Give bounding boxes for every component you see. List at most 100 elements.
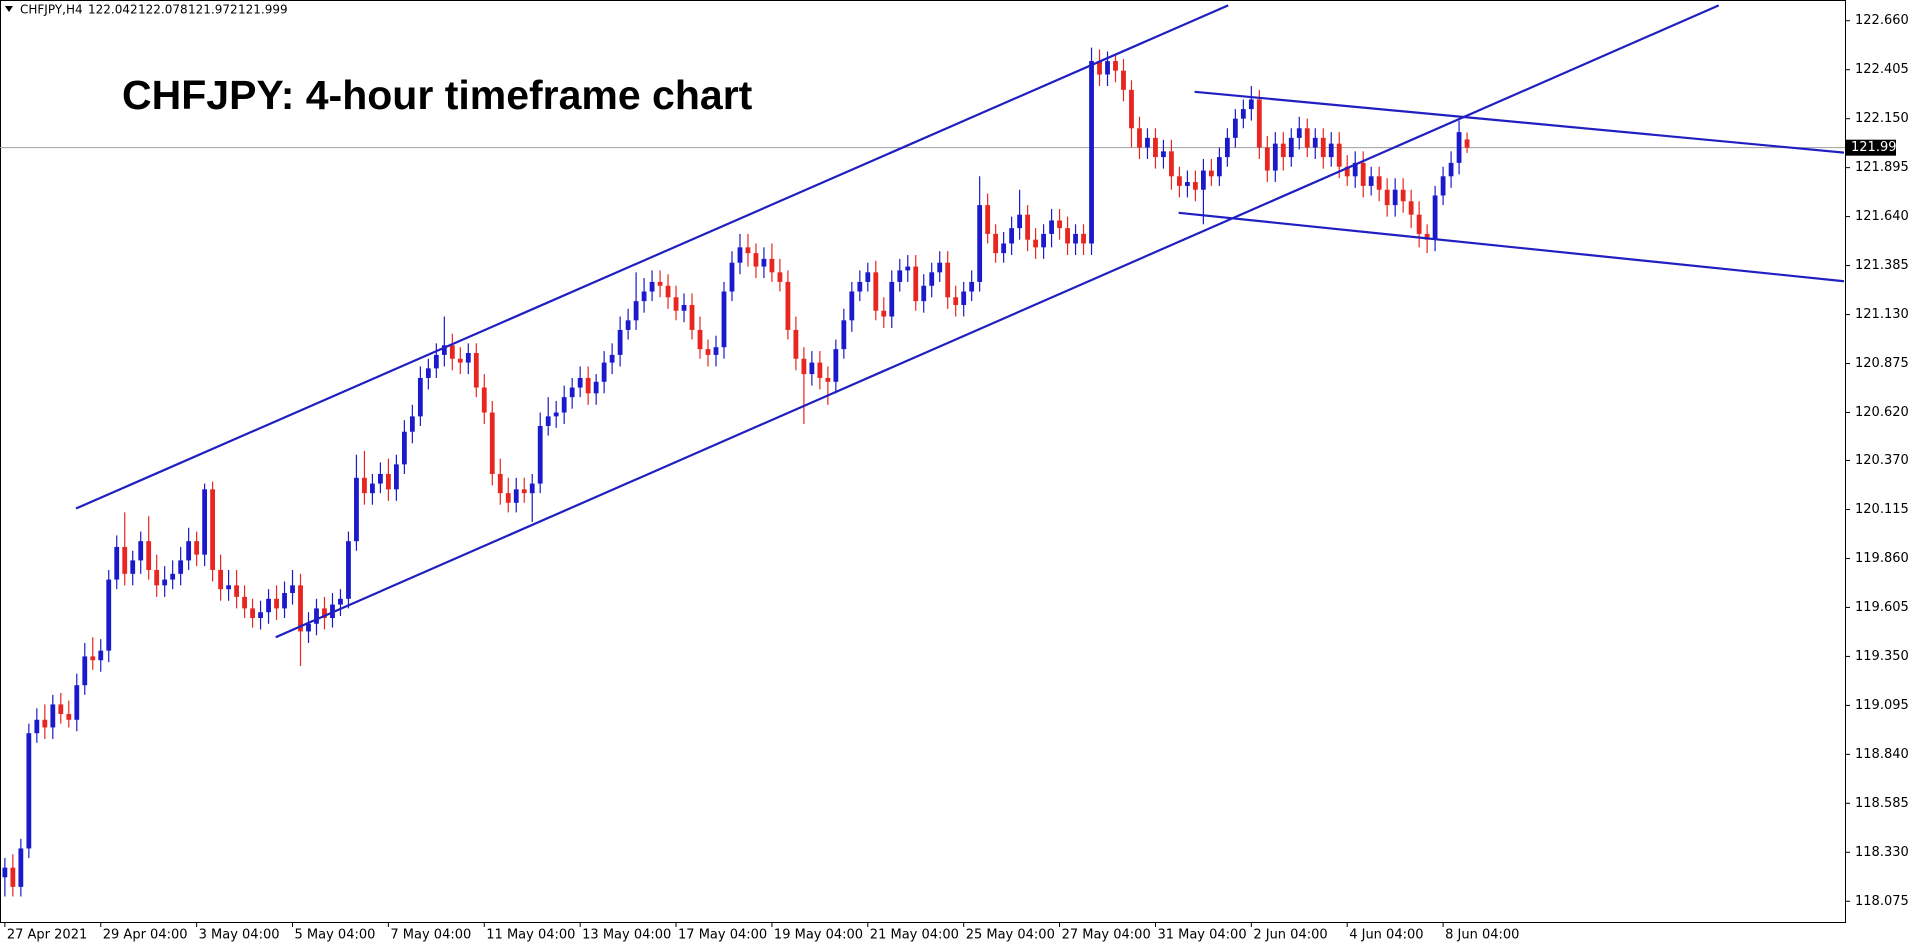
candle-body — [274, 598, 279, 609]
trendline — [1194, 90, 1844, 154]
candle-body — [897, 270, 903, 282]
y-tick-label: 122.660 — [1855, 13, 1909, 28]
candle-body — [745, 247, 751, 254]
candle-body — [1320, 137, 1326, 158]
candle-body — [921, 285, 927, 302]
candle-body — [673, 297, 679, 311]
candle-body — [66, 714, 72, 720]
x-tick-label: 31 May 04:00 — [1157, 928, 1246, 943]
candle-body — [1456, 132, 1462, 163]
chart-title: CHFJPY: 4-hour timeframe chart — [122, 72, 753, 118]
candle-body — [18, 848, 24, 887]
candle-body — [801, 358, 807, 375]
y-tick-label: 121.895 — [1855, 160, 1909, 175]
candle-body — [298, 585, 303, 632]
candle-body — [633, 301, 639, 321]
candle-body — [266, 598, 271, 613]
candle-body — [34, 719, 40, 734]
y-tick-label: 119.095 — [1855, 698, 1909, 713]
candle-body — [993, 233, 999, 254]
candle-body — [1448, 162, 1454, 177]
price-label-bg — [1846, 139, 1896, 156]
candle-body — [242, 596, 247, 609]
candle-body — [1224, 137, 1230, 158]
x-tick-label: 17 May 04:00 — [678, 928, 767, 943]
candle-body — [386, 473, 391, 490]
candle-body — [473, 352, 479, 388]
candle-body — [1041, 233, 1046, 248]
candle-body — [1129, 89, 1134, 129]
candle-body — [529, 483, 535, 494]
candle-body — [489, 412, 495, 474]
candle-body — [817, 362, 823, 378]
candle-body — [378, 473, 383, 484]
x-tick-label: 7 May 04:00 — [390, 928, 471, 943]
x-tick-label: 27 May 04:00 — [1062, 928, 1151, 943]
candle-body — [1169, 151, 1174, 177]
candle-body — [569, 387, 575, 398]
candle-body — [593, 381, 599, 394]
candle-body — [545, 416, 551, 426]
candle-body — [905, 266, 911, 271]
candle-body — [713, 347, 719, 355]
candle-body — [937, 262, 943, 273]
x-tick-label: 11 May 04:00 — [486, 928, 575, 943]
candle-body — [2, 867, 8, 878]
candle-body — [1193, 182, 1198, 190]
x-tick-label: 19 May 04:00 — [774, 928, 863, 943]
candle-body — [1440, 176, 1446, 196]
candle-body — [1288, 137, 1294, 158]
candle-body — [82, 656, 88, 686]
candle-body — [833, 349, 839, 382]
candle-body — [306, 623, 311, 632]
candle-body — [370, 483, 375, 494]
candle-body — [138, 541, 144, 561]
candle-body — [1097, 61, 1102, 75]
candle-body — [729, 262, 735, 292]
candle-body — [98, 650, 104, 661]
menu-icon — [5, 6, 13, 12]
candle-body — [1081, 233, 1086, 244]
candle-body — [130, 560, 136, 574]
candle-body — [681, 304, 687, 311]
candle-body — [1264, 147, 1270, 171]
candle-body — [705, 349, 711, 355]
candle-body — [689, 304, 695, 330]
candle-body — [234, 585, 239, 597]
candle-body — [1153, 137, 1158, 158]
candle-body — [577, 377, 583, 388]
header-low: 121.972 — [188, 3, 238, 17]
candle-body — [425, 368, 431, 378]
candle-body — [481, 387, 487, 413]
candle-body — [521, 489, 527, 494]
candle-body — [1017, 214, 1023, 229]
candle-body — [1033, 239, 1038, 248]
candle-body — [889, 281, 895, 317]
candle-body — [585, 377, 591, 394]
y-tick-label: 120.370 — [1855, 453, 1909, 468]
candle-body — [961, 291, 967, 305]
y-tick-label: 119.350 — [1855, 649, 1909, 664]
candle-body — [449, 345, 455, 359]
candle-body — [457, 358, 463, 363]
candle-body — [1177, 176, 1182, 186]
candle-body — [178, 560, 184, 574]
candle-body — [1336, 143, 1342, 167]
candle-body — [1001, 243, 1007, 254]
candle-body — [1328, 143, 1334, 158]
candle-body — [857, 281, 863, 292]
candle-body — [1089, 61, 1094, 244]
candle-body — [1240, 109, 1246, 119]
candle-body — [1009, 228, 1015, 244]
candle-body — [1121, 70, 1126, 90]
candle-body — [649, 281, 655, 292]
candle-body — [1232, 118, 1238, 138]
candle-body — [1376, 176, 1382, 190]
candle-body — [513, 489, 519, 503]
candle-body — [1216, 157, 1222, 177]
candle-body — [10, 867, 16, 887]
candle-body — [1113, 61, 1118, 71]
x-tick-label: 25 May 04:00 — [966, 928, 1055, 943]
y-tick-label: 118.585 — [1855, 796, 1909, 811]
